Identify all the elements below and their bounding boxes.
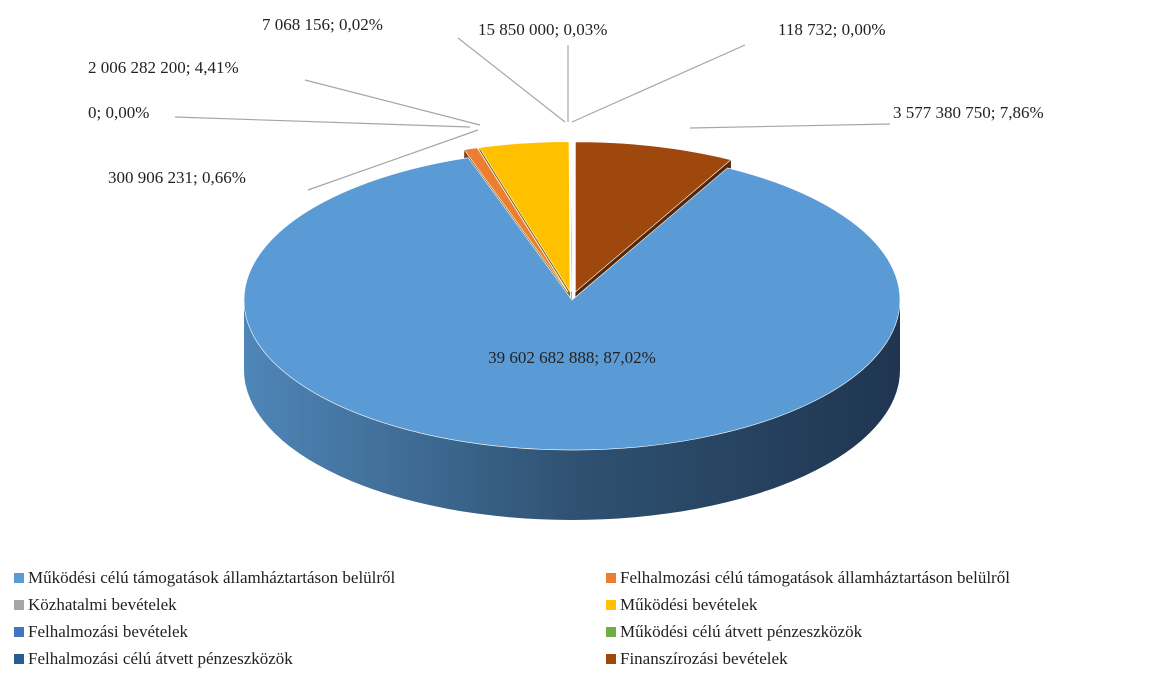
slice-side (244, 300, 900, 520)
pie-slice (478, 141, 571, 293)
leader-line (304, 79, 481, 126)
leader-line (689, 123, 891, 129)
pie-slice (463, 147, 569, 293)
legend-entry: Működési célú támogatások államháztartás… (14, 568, 395, 588)
data-label: 0; 0,00% (88, 103, 150, 122)
legend-swatch (14, 573, 24, 583)
leader-line (457, 37, 566, 123)
legend-swatch (14, 627, 24, 637)
data-label: 118 732; 0,00% (778, 20, 886, 39)
legend-entry: Felhalmozási célú támogatások államházta… (606, 568, 1010, 588)
legend-swatch (606, 654, 616, 664)
leader-line (571, 44, 746, 123)
legend-entry: Felhalmozási célú átvett pénzeszközök (14, 649, 293, 669)
legend-label: Felhalmozási célú támogatások államházta… (620, 568, 1010, 587)
pie-slice (575, 141, 732, 293)
legend-swatch (606, 627, 616, 637)
data-label: 15 850 000; 0,03% (478, 20, 608, 39)
legend-entry: Működési célú átvett pénzeszközök (606, 622, 862, 642)
data-label: 3 577 380 750; 7,86% (893, 103, 1044, 122)
pie-slice (243, 157, 901, 451)
data-label: 39 602 682 888; 87,02% (488, 348, 656, 367)
data-label: 300 906 231; 0,66% (108, 168, 246, 187)
legend-label: Működési célú támogatások államháztartás… (28, 568, 396, 587)
legend-entry: Finanszírozási bevételek (606, 649, 788, 669)
legend-entry: Közhatalmi bevételek (14, 595, 177, 615)
legend-entry: Felhalmozási bevételek (14, 622, 188, 642)
pie-tops (243, 141, 901, 451)
legend-swatch (606, 573, 616, 583)
legend-label: Közhatalmi bevételek (28, 595, 177, 614)
legend-label: Felhalmozási célú átvett pénzeszközök (28, 649, 293, 668)
legend-label: Működési célú átvett pénzeszközök (620, 622, 863, 641)
leader-line (307, 129, 479, 191)
legend-swatch (14, 600, 24, 610)
legend-label: Működési bevételek (620, 595, 758, 614)
legend-swatch (606, 600, 616, 610)
legend-label: Finanszírozási bevételek (620, 649, 788, 668)
legend-swatch (14, 654, 24, 664)
leader-line (174, 116, 471, 128)
legend-label: Felhalmozási bevételek (28, 622, 189, 641)
legend-entry: Működési bevételek (606, 595, 757, 615)
data-label: 2 006 282 200; 4,41% (88, 58, 239, 77)
data-label: 7 068 156; 0,02% (262, 15, 383, 34)
